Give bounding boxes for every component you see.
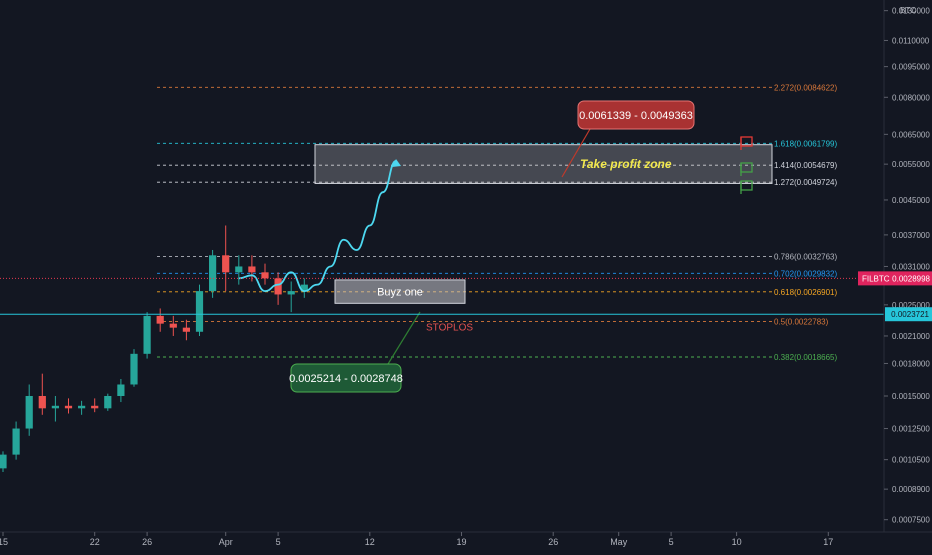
price-tick-label-10: 0.0021000	[892, 332, 930, 341]
candle-body-18	[195, 291, 204, 332]
take-profit-range-text: 0.0061339 - 0.0049363	[579, 110, 693, 122]
time-tick-label-8: May	[610, 537, 628, 547]
forecast-path	[238, 160, 397, 293]
candle-body-21	[235, 266, 243, 273]
price-tick-label-16: 0.0007500	[892, 516, 930, 525]
candle-body-13	[130, 353, 138, 385]
fib-label-4: 0.786(0.0032763)	[774, 253, 838, 262]
take-profit-zone[interactable]	[314, 144, 773, 184]
price-axis-ticks: 0.0130000 0.0110000 0.0095000 0.0080000 0.00…	[884, 7, 930, 525]
buy-zone-callout-pointer	[387, 311, 421, 365]
current-price-pair: FILBTC	[862, 274, 890, 283]
price-tick-label-7: 0.0037000	[892, 231, 930, 240]
buy-zone-label: Buyz one	[377, 287, 423, 299]
horizontal-lines	[0, 277, 884, 315]
candle-body-23	[261, 272, 269, 279]
candle-body-26	[300, 284, 308, 292]
price-tick-label-15: 0.0008900	[892, 485, 930, 494]
forecast-arrowhead	[392, 158, 401, 167]
candle-body-16	[169, 323, 177, 328]
cursor-price-value: 0.0023721	[891, 310, 929, 319]
take-profit-callout[interactable]	[577, 100, 695, 130]
price-tick-label-3: 0.0080000	[892, 93, 930, 102]
fib-label-0: 2.272(0.0084622)	[774, 83, 838, 92]
price-tick-label-6: 0.0045000	[892, 196, 930, 205]
candle-body-5	[25, 396, 33, 429]
candle-body-3	[0, 454, 7, 469]
price-tick-label-2: 0.0095000	[892, 63, 930, 72]
time-tick-label-5: 12	[365, 537, 375, 547]
time-tick-label-7: 26	[548, 537, 558, 547]
fib-label-8: 0.382(0.0018665)	[774, 353, 838, 362]
candlestick-series	[0, 225, 308, 472]
fib-label-1: 1.618(0.0061799)	[774, 139, 838, 148]
time-tick-label-0: 15	[0, 537, 8, 547]
fib-label-3: 1.272(0.0049724)	[774, 178, 838, 187]
fib-label-7: 0.5(0.0022783)	[774, 317, 829, 326]
time-tick-label-9: 5	[669, 537, 674, 547]
candle-body-19	[208, 255, 217, 292]
fib-label-5: 0.702(0.0029832)	[774, 269, 838, 278]
candle-body-4	[12, 428, 20, 455]
candle-body-6	[38, 396, 46, 409]
candle-body-11	[104, 396, 112, 409]
candle-body-8	[64, 405, 73, 409]
candle-body-20	[222, 255, 230, 273]
price-tick-label-11: 0.0018000	[892, 359, 930, 368]
candle-body-10	[91, 405, 99, 409]
price-axis[interactable]: BTC 0.0130000 0.0110000 0.0095000 0.0080000…	[858, 0, 932, 532]
candle-body-9	[77, 405, 86, 409]
time-tick-label-11: 17	[823, 537, 833, 547]
take-profit-zone-label: Take profit zone	[580, 157, 672, 171]
candle-body-14	[143, 315, 151, 354]
buy-zone-callout[interactable]	[290, 363, 402, 393]
callouts: 0.0061339 - 0.0049363 0.0025214 - 0.0028…	[289, 100, 695, 393]
price-tick-label-4: 0.0065000	[892, 130, 930, 139]
take-profit-callout-pointer	[561, 128, 591, 178]
time-tick-label-2: 26	[142, 537, 152, 547]
candle-body-15	[156, 315, 164, 324]
price-tick-label-13: 0.0012500	[892, 425, 930, 434]
fib-label-2: 1.414(0.0054679)	[774, 161, 838, 170]
price-axis-unit: BTC	[900, 6, 916, 15]
time-tick-label-4: 5	[276, 537, 281, 547]
candle-body-12	[117, 384, 125, 397]
price-tick-label-12: 0.0015000	[892, 392, 930, 401]
candle-body-17	[182, 327, 191, 332]
buy-zone[interactable]	[334, 279, 466, 304]
buy-zone-range-text: 0.0025214 - 0.0028748	[289, 373, 403, 385]
time-axis-ticks: 15 22 26 Apr 5 12 19 26 May 5 10 17	[0, 532, 833, 547]
flag-markers	[740, 136, 753, 194]
fibonacci-levels: 2.272(0.0084622) 1.618(0.0061799) 1.414(0.…	[157, 83, 838, 362]
candle-body-7	[51, 405, 60, 409]
trade-zones: Take profit zone Buyz one STOPLOS	[314, 144, 773, 333]
candle-body-22	[248, 266, 256, 273]
price-tick-label-9: 0.0025000	[892, 301, 930, 310]
candle-body-25	[287, 291, 295, 295]
price-tick-label-0: 0.0130000	[892, 7, 930, 16]
time-tick-label-10: 10	[732, 537, 742, 547]
time-tick-label-1: 22	[90, 537, 100, 547]
cursor-price-badge	[885, 307, 932, 322]
current-price-badge	[858, 271, 932, 286]
time-tick-label-3: Apr	[219, 537, 233, 547]
candle-body-24	[274, 278, 282, 295]
fib-label-6: 0.618(0.0026901)	[774, 288, 838, 297]
stoploss-label: STOPLOS	[426, 322, 473, 333]
time-axis[interactable]: 15 22 26 Apr 5 12 19 26 May 5 10 17	[0, 531, 932, 547]
time-tick-label-6: 19	[456, 537, 466, 547]
price-tick-label-8: 0.0031000	[892, 262, 930, 271]
current-price-value: 0.0028998	[892, 274, 930, 283]
price-tick-label-5: 0.0055000	[892, 160, 930, 169]
price-tick-label-1: 0.0110000	[892, 36, 930, 45]
price-tick-label-14: 0.0010500	[892, 456, 930, 465]
